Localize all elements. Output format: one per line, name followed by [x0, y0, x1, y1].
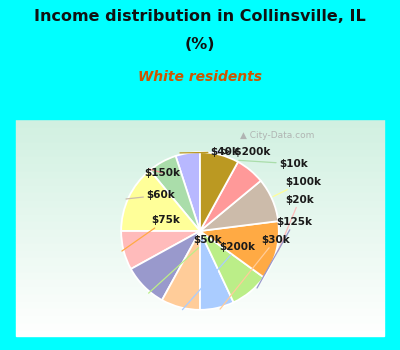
Text: ▲ City-Data.com: ▲ City-Data.com — [240, 131, 314, 140]
Text: (%): (%) — [185, 37, 215, 52]
Wedge shape — [200, 162, 261, 231]
Bar — [16, 228, 384, 235]
Wedge shape — [121, 231, 200, 269]
Bar — [16, 314, 384, 322]
Text: $100k: $100k — [273, 177, 321, 197]
Wedge shape — [200, 152, 238, 231]
Text: Income distribution in Collinsville, IL: Income distribution in Collinsville, IL — [34, 9, 366, 24]
Text: $125k: $125k — [257, 217, 312, 288]
Bar — [16, 235, 384, 242]
Text: $60k: $60k — [126, 190, 175, 200]
Text: > $200k: > $200k — [213, 147, 271, 157]
Bar — [16, 198, 384, 206]
Text: $200k: $200k — [182, 242, 256, 310]
Bar — [16, 213, 384, 220]
Text: $10k: $10k — [239, 159, 308, 169]
Bar — [16, 257, 384, 264]
Bar — [16, 155, 384, 162]
Bar — [16, 242, 384, 249]
Bar — [16, 126, 384, 133]
Bar — [16, 285, 384, 293]
Wedge shape — [200, 221, 279, 277]
Text: $30k: $30k — [220, 235, 290, 309]
Bar — [16, 271, 384, 278]
Bar — [16, 329, 384, 336]
Text: $50k: $50k — [148, 235, 222, 293]
Text: $75k: $75k — [122, 215, 180, 251]
Bar — [16, 141, 384, 148]
Bar — [16, 322, 384, 329]
Bar — [16, 191, 384, 198]
Bar — [16, 206, 384, 213]
Bar — [0, 0, 400, 119]
Bar — [16, 177, 384, 184]
Bar — [16, 307, 384, 314]
Text: White residents: White residents — [138, 70, 262, 84]
Wedge shape — [131, 231, 200, 300]
Bar — [16, 148, 384, 155]
Text: $20k: $20k — [278, 195, 314, 251]
Bar — [16, 293, 384, 300]
Bar — [16, 133, 384, 141]
Text: $40k: $40k — [180, 147, 240, 157]
Bar — [16, 170, 384, 177]
Bar — [16, 119, 384, 126]
Bar — [16, 278, 384, 285]
Wedge shape — [162, 231, 200, 310]
Bar — [16, 249, 384, 257]
Bar — [16, 264, 384, 271]
Bar — [16, 162, 384, 170]
Bar — [16, 220, 384, 228]
Wedge shape — [121, 170, 200, 231]
Wedge shape — [200, 231, 234, 310]
Text: $150k: $150k — [144, 168, 180, 178]
Wedge shape — [200, 181, 278, 231]
Bar — [16, 300, 384, 307]
Wedge shape — [150, 156, 200, 231]
Wedge shape — [200, 231, 264, 302]
Wedge shape — [176, 152, 200, 231]
Bar — [16, 184, 384, 191]
